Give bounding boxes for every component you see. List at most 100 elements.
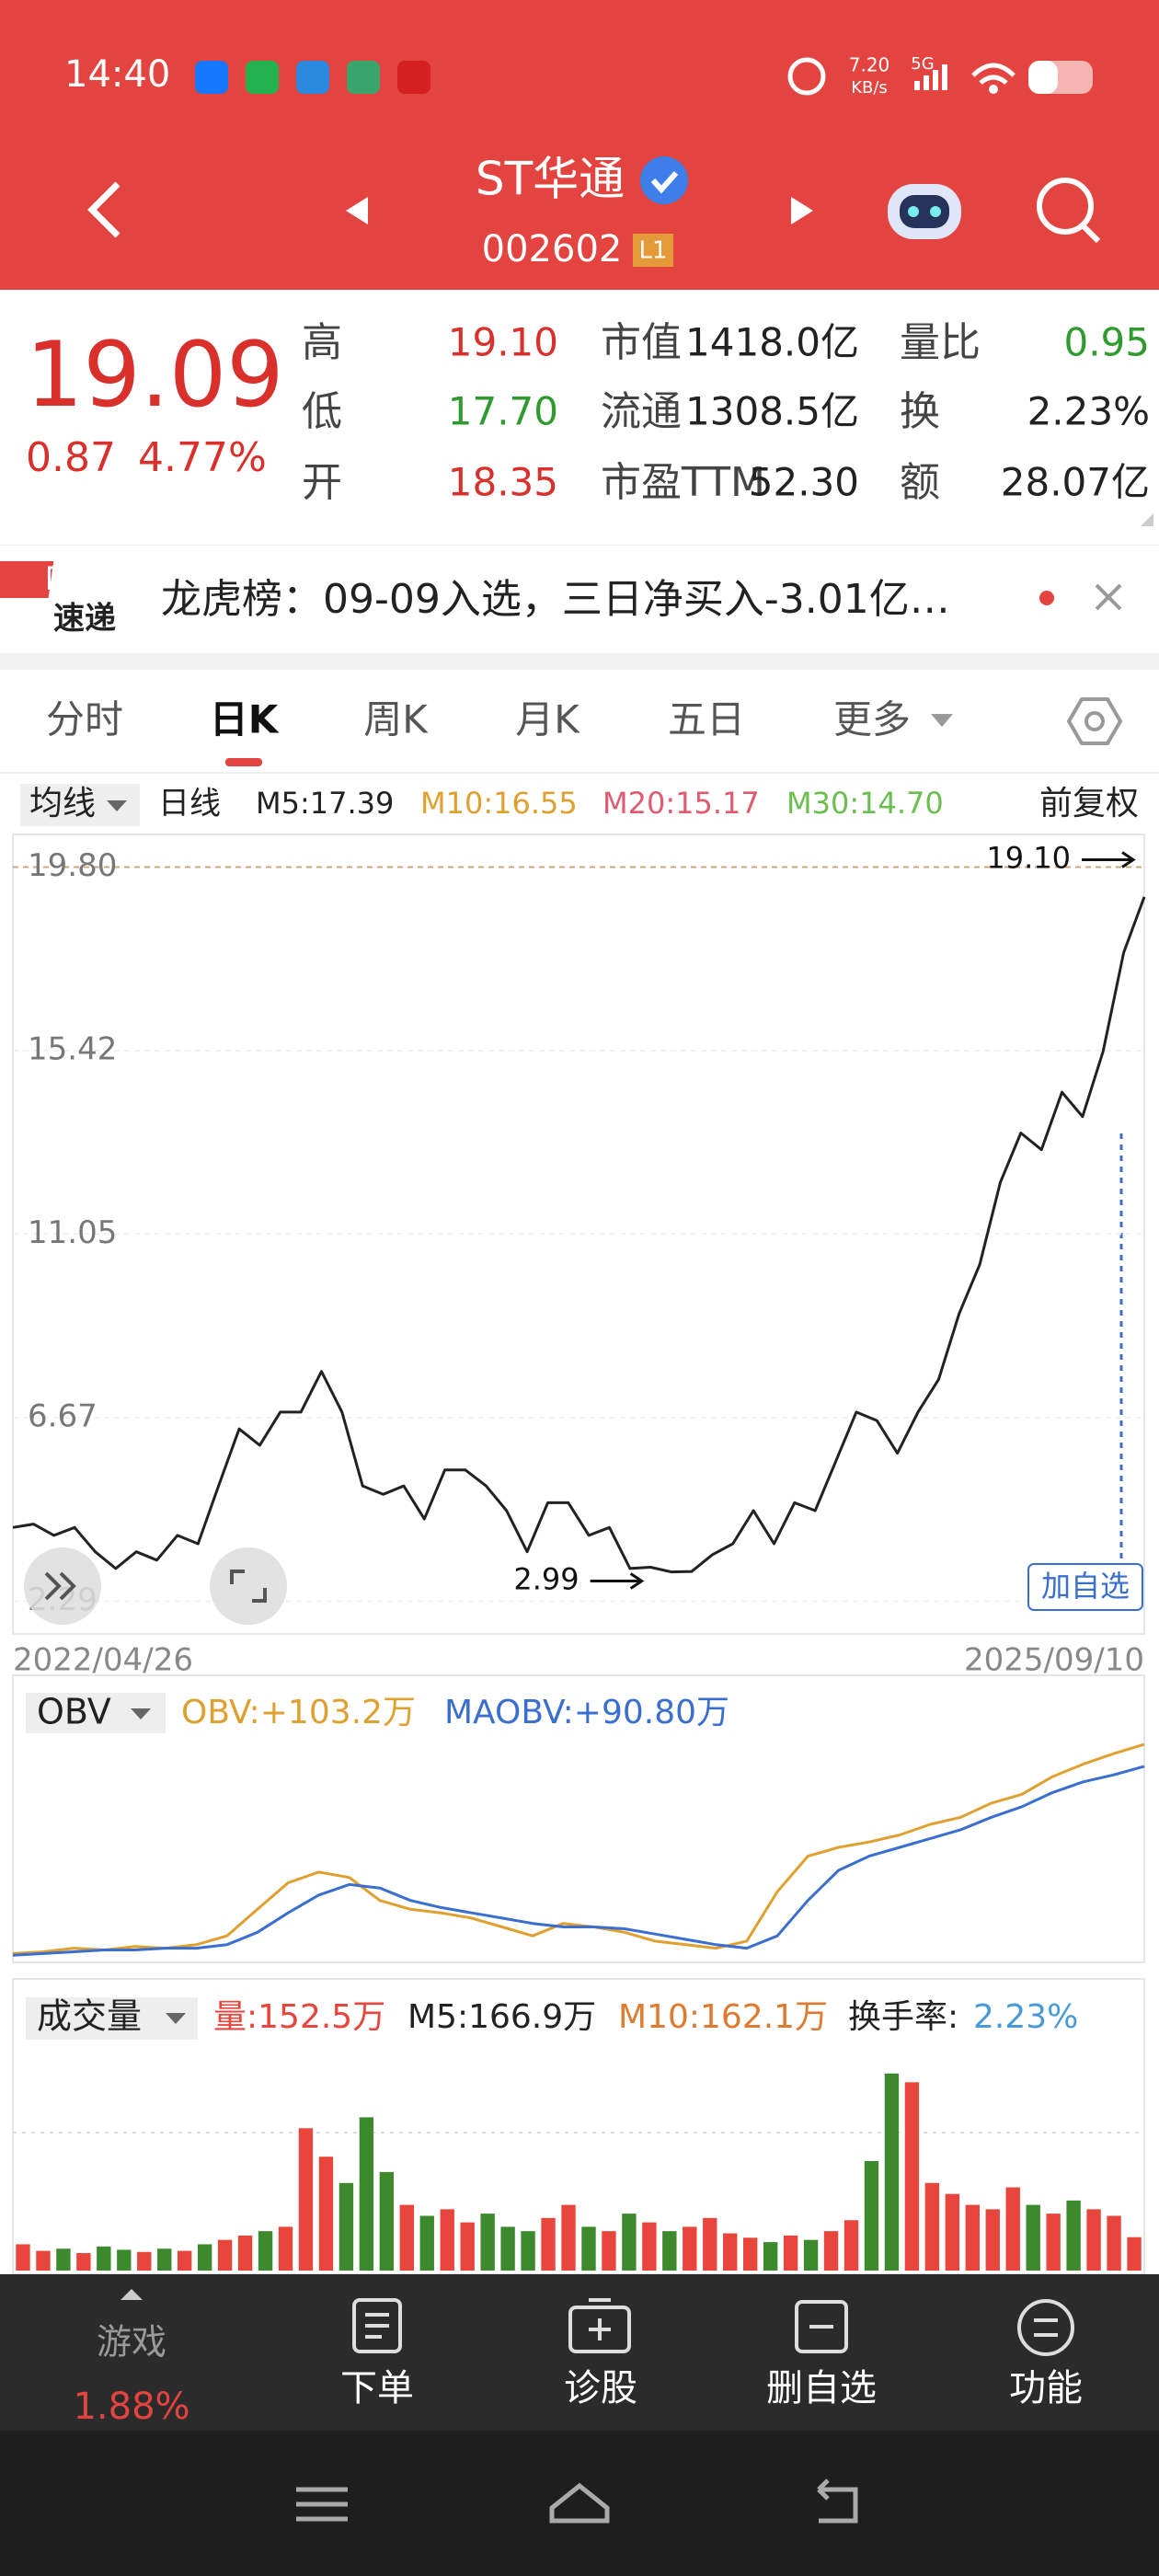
last-price: 19.09	[26, 323, 284, 428]
volume-bar	[642, 2222, 657, 2271]
volume-bar	[258, 2231, 273, 2271]
prev-stock[interactable]	[346, 197, 368, 224]
add-watchlist[interactable]: 加自选	[1041, 1569, 1130, 1604]
next-stock[interactable]	[791, 197, 813, 224]
extreme-arrow	[590, 1572, 645, 1590]
stock-code: 002602	[482, 228, 623, 270]
legend-entry: OBV:+103.2万	[181, 1694, 416, 1731]
nav-item[interactable]: 诊股	[564, 2367, 637, 2409]
volume-bar	[743, 2237, 758, 2271]
tab[interactable]: 更多	[833, 697, 911, 742]
stat-value: 18.35	[448, 460, 558, 505]
tab[interactable]: 日K	[210, 697, 280, 742]
stat-value: 1308.5亿	[685, 389, 859, 434]
volume-bar	[602, 2231, 616, 2271]
volume-bar	[683, 2226, 697, 2271]
period-label: 日线	[158, 786, 221, 822]
obv-selector[interactable]: OBV	[37, 1692, 111, 1732]
assistant-button[interactable]	[888, 184, 961, 239]
tab[interactable]: 周K	[363, 697, 429, 742]
volume-bar	[823, 2231, 839, 2271]
more-arrow	[931, 714, 953, 727]
volume-bar	[864, 2161, 879, 2271]
volume-selector-bg[interactable]	[26, 1997, 198, 2040]
volume-bar	[379, 2171, 395, 2271]
tab[interactable]: 分时	[46, 697, 123, 742]
ticker-name[interactable]: 游戏	[97, 2322, 166, 2363]
expand-left-icon	[44, 1571, 76, 1601]
volume-bar	[1086, 2209, 1101, 2271]
adjust-mode[interactable]: 前复权	[1039, 785, 1139, 822]
news-text[interactable]: 龙虎榜：09-09入选，三日净买入-3.01亿…	[161, 576, 950, 623]
clock: 14:40	[64, 53, 170, 96]
close-banner[interactable]	[1095, 583, 1122, 611]
legend-entry: MAOBV:+90.80万	[444, 1694, 729, 1731]
series-line	[12, 1765, 1145, 1957]
stat-label: 流通	[601, 388, 682, 435]
volume-bar	[1046, 2214, 1061, 2271]
quote-stats: 高 19.10 市值 1418.0亿 量比 0.95 低 17.70 流通 1308.5亿换 2.2…	[302, 319, 1150, 506]
volume-bar	[884, 2073, 900, 2271]
stat-label: 开	[302, 459, 342, 506]
stat-label: 市盈TTM	[601, 459, 765, 506]
search-button[interactable]	[1037, 178, 1101, 244]
period-tabs: 分时 日K 周K 月K 五日 更多	[46, 697, 911, 742]
system-buttons[interactable]	[296, 2478, 858, 2524]
stat-value: 1418.0亿	[685, 320, 859, 365]
volume-bar	[419, 2215, 434, 2271]
volume-bar	[359, 2117, 374, 2271]
tab[interactable]: 月K	[515, 697, 580, 742]
volume-bar	[662, 2231, 677, 2271]
add-watchlist-bg[interactable]	[1027, 1563, 1143, 1611]
volume-bar	[440, 2209, 454, 2271]
back-button[interactable]	[87, 181, 120, 238]
volume-bar	[763, 2242, 778, 2271]
volume-bar	[157, 2248, 172, 2271]
legend-entry: 量:152.5万	[213, 1998, 385, 2036]
volume-bar	[1066, 2200, 1081, 2271]
series-line	[12, 1742, 1145, 1955]
extreme-label: 19.10	[986, 840, 1071, 875]
y-tick-label: 11.05	[28, 1214, 117, 1251]
volume-bar	[237, 2235, 253, 2271]
volume-bar	[97, 2246, 111, 2271]
volume-bar	[16, 2244, 30, 2271]
volume-bar	[783, 2235, 798, 2271]
volume-bar	[318, 2156, 334, 2271]
ma-selector[interactable]: 均线	[29, 785, 96, 822]
stat-value: 0.95	[1063, 320, 1150, 365]
nav-item[interactable]: 删自选	[766, 2367, 877, 2409]
header-bg	[0, 0, 1159, 290]
volume-bar	[76, 2252, 91, 2271]
stat-label: 低	[302, 388, 342, 435]
expand-left[interactable]	[24, 1547, 101, 1625]
volume-bar	[581, 2226, 596, 2271]
settings-button[interactable]	[1066, 697, 1123, 745]
nav-items: 下单 诊股 删自选 功能	[340, 2367, 1083, 2409]
ma-item: M20:15.17	[602, 786, 760, 821]
volume-bar	[843, 2220, 859, 2271]
volume-bar	[480, 2214, 495, 2271]
tab[interactable]: 五日	[668, 697, 745, 742]
level-text: L1	[638, 237, 667, 265]
logo-top: 同花顺	[46, 563, 123, 593]
volume-bar	[197, 2244, 212, 2271]
network: 5G	[911, 54, 934, 74]
stat-value: 2.23%	[1027, 389, 1150, 434]
status-icons: 7.20 KB/s 5G	[787, 54, 1093, 98]
volume-bar	[904, 2082, 920, 2271]
volume-bar	[622, 2214, 637, 2271]
nav-icons	[352, 2298, 1074, 2356]
fullscreen[interactable]	[210, 1547, 287, 1625]
nav-item[interactable]: 功能	[1009, 2367, 1083, 2409]
change-pct: 4.77%	[138, 434, 267, 481]
volume-bar	[36, 2250, 51, 2271]
stat-value: 19.10	[448, 320, 558, 365]
stat-label: 额	[900, 459, 940, 506]
nav-item[interactable]: 下单	[340, 2367, 414, 2409]
ma-item: M10:16.55	[420, 786, 578, 821]
separator	[0, 653, 1159, 670]
ticker-change: 1.88%	[73, 2386, 189, 2428]
volume-bar	[965, 2204, 980, 2271]
volume-selector[interactable]: 成交量	[37, 1996, 142, 2037]
